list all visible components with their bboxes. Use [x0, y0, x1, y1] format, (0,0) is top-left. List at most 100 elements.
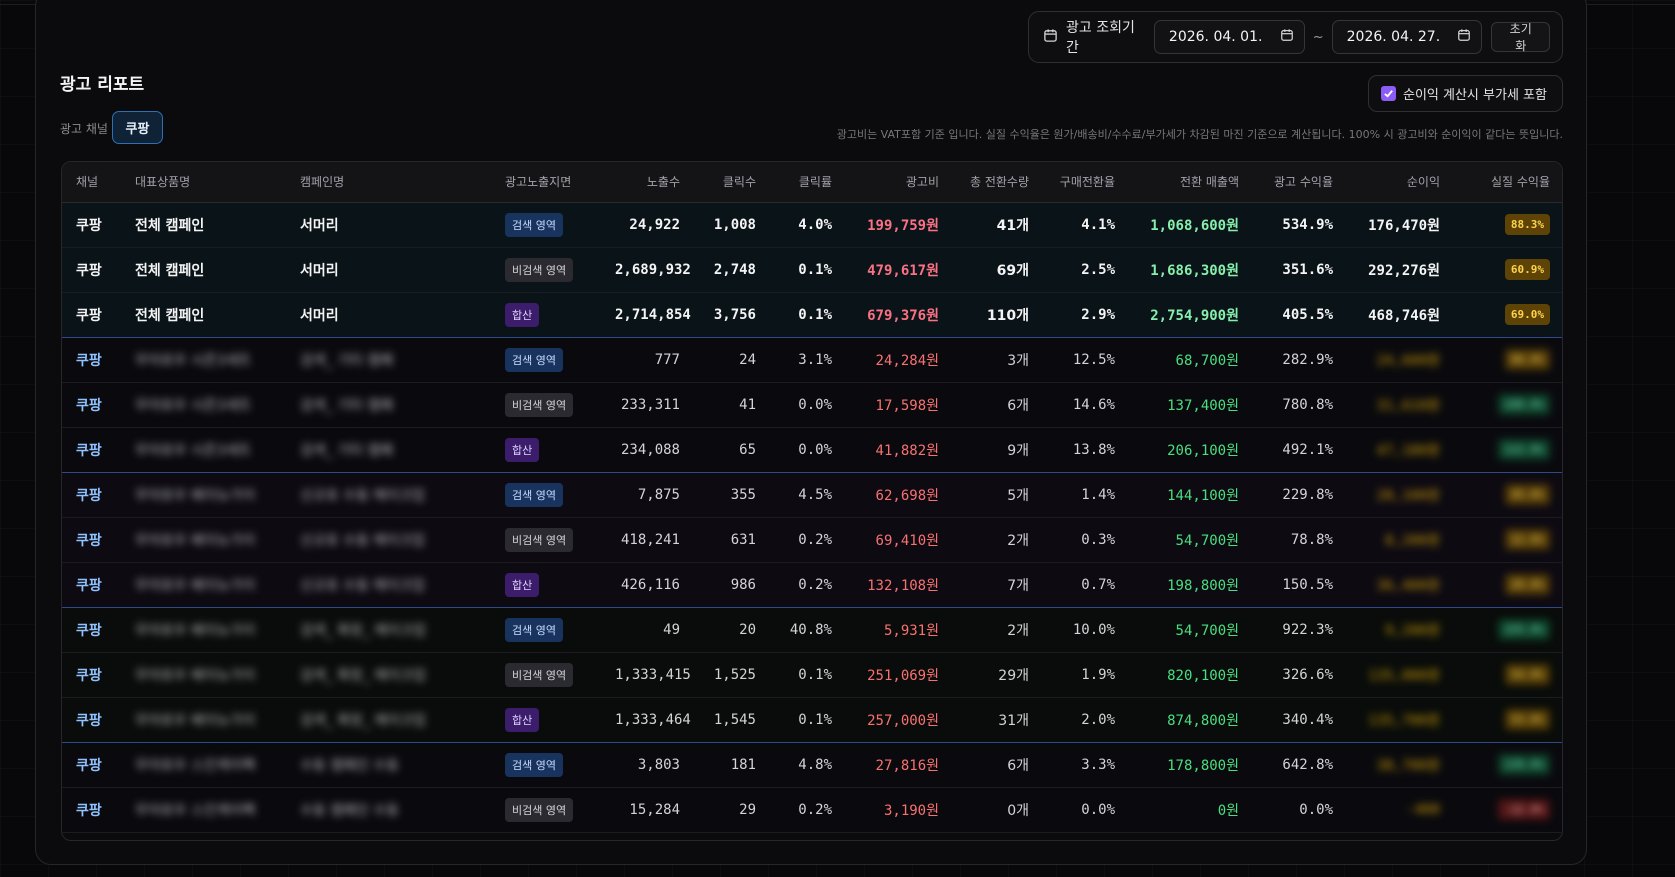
cell-ctr: 4.8%: [770, 742, 846, 788]
table-row[interactable]: 쿠팡 전체 캠페인 서머리 검색 영역 24,922 1,008 4.0% 199,759원 4…: [62, 202, 1562, 248]
cell-net-profit: -400: [1347, 787, 1454, 833]
cell-channel: 쿠팡: [62, 517, 121, 563]
calendar-icon[interactable]: [1280, 28, 1294, 46]
header-col-spend[interactable]: 광고비: [846, 162, 953, 203]
cell-product: 무야호우 스킨케어팩: [121, 742, 286, 788]
calendar-icon[interactable]: [1457, 28, 1471, 46]
header-col-impressions[interactable]: 노출수: [601, 162, 694, 203]
cell-roas: 642.8%: [1253, 742, 1347, 788]
table-row[interactable]: 쿠팡 전체 캠페인 서머리 비검색 영역 2,689,932 2,748 0.1% 479,6…: [62, 247, 1562, 293]
cell-ctr: 0.1%: [770, 247, 846, 293]
roi-badge: 60.9%: [1504, 259, 1550, 280]
cell-cvr: 1.9%: [1043, 652, 1129, 698]
cell-product-value: 무야호우 시즌3세트: [135, 397, 252, 414]
header-col-conversions[interactable]: 총 전환수량: [953, 162, 1043, 203]
table-row[interactable]: 쿠팡 무야호우 베이뉴가이 검색_ 확장_ 메이크업 비검색 영역 1,333,415 1…: [62, 652, 1562, 698]
channel-chip-coupang[interactable]: 쿠팡: [112, 111, 163, 144]
cell-campaign: 검색_ 확장_ 메이크업: [286, 652, 491, 698]
header-col-product[interactable]: 대표상품명: [121, 162, 286, 203]
roi-badge: 155.0%: [1498, 619, 1550, 640]
vat-include-option[interactable]: 순이익 계산시 부가세 포함: [1368, 75, 1563, 112]
cell-campaign-value: 검색_ 확장_ 메이크업: [300, 622, 426, 639]
cell-campaign-value: 수동 캠페인 수동: [300, 802, 400, 819]
vat-checkbox[interactable]: [1381, 86, 1396, 101]
cell-real-roi: 28.0%: [1454, 562, 1562, 608]
cell-product: 무야호우 베이뉴가이: [121, 472, 286, 518]
header-col-revenue[interactable]: 전환 매출액: [1129, 162, 1253, 203]
cell-placement: 검색 영역: [491, 742, 601, 788]
cell-cvr: 10.0%: [1043, 607, 1129, 653]
cell-product: 무야호우 베이뉴가이: [121, 517, 286, 563]
cell-net-profit: 28,100원: [1347, 472, 1454, 518]
cell-cvr: 4.1%: [1043, 202, 1129, 248]
cell-net-profit: 47,180원: [1347, 427, 1454, 473]
cell-ctr: 0.0%: [770, 382, 846, 428]
cell-roas: 78.8%: [1253, 517, 1347, 563]
header-col-placement[interactable]: 광고노출지면: [491, 162, 601, 203]
header-col-channel[interactable]: 채널: [62, 162, 121, 203]
cell-clicks: 41: [694, 382, 770, 428]
table-row[interactable]: 쿠팡 무야호우 스킨케어팩 수동 캠페인 수동 비검색 영역 15,284 29 0.2% 3…: [62, 787, 1562, 833]
header-col-campaign[interactable]: 캠페인명: [286, 162, 491, 203]
roi-badge: 54.0%: [1504, 664, 1550, 685]
table-header-row: 채널 대표상품명 캠페인명 광고노출지면 노출수 클릭수 클릭률 광고비 총 전환수량 구매전환율…: [62, 162, 1562, 203]
cell-revenue: 137,400원: [1129, 382, 1253, 428]
cell-campaign-value: 검색_ 기타 캠페: [300, 442, 394, 459]
cell-cvr: 13.8%: [1043, 427, 1129, 473]
cell-impressions: 3,803: [601, 742, 694, 788]
cell-spend: 679,376원: [846, 292, 953, 338]
cell-net-profit: 36,400원: [1347, 562, 1454, 608]
header-col-cvr[interactable]: 구매전환율: [1043, 162, 1129, 203]
cell-conversions: 2개: [953, 517, 1043, 563]
cell-impressions: 15,284: [601, 787, 694, 833]
cell-clicks: 1,008: [694, 202, 770, 248]
cell-campaign: 신규호 수동 메이크업: [286, 562, 491, 608]
end-date-input[interactable]: 2026. 04. 27.: [1331, 20, 1483, 54]
cell-ctr: 0.1%: [770, 697, 846, 743]
cell-channel: 쿠팡: [62, 382, 121, 428]
channel-label: 광고 채널: [60, 122, 108, 136]
table-row[interactable]: 쿠팡 무야호우 베이뉴가이 신규호 수동 메이크업 검색 영역 7,875 355 4.5%…: [62, 472, 1562, 518]
cell-channel: 쿠팡: [62, 697, 121, 743]
placement-badge: 검색 영역: [505, 482, 563, 507]
table-row[interactable]: 쿠팡 전체 캠페인 서머리 합산 2,714,854 3,756 0.1% 679,376원 1…: [62, 292, 1562, 338]
cell-conversions: 7개: [953, 562, 1043, 608]
cell-cvr: 3.3%: [1043, 742, 1129, 788]
cell-campaign-value: 수동 캠페인 수동: [300, 757, 400, 774]
start-date-input[interactable]: 2026. 04. 01.: [1153, 20, 1305, 54]
table-row[interactable]: 쿠팡 무야호우 시즌3세트 검색_ 기타 캠페 비검색 영역 233,311 41 0.0%…: [62, 382, 1562, 428]
cell-impressions: 777: [601, 337, 694, 383]
table-row[interactable]: 쿠팡 무야호우 시즌3세트 검색_ 기타 캠페 합산 234,088 65 0.0% 41,8…: [62, 427, 1562, 473]
header-col-roas[interactable]: 광고 수익율: [1253, 162, 1347, 203]
cell-net-profit: 38,700원: [1347, 742, 1454, 788]
cell-ctr: 0.2%: [770, 562, 846, 608]
placement-badge: 검색 영역: [505, 752, 563, 777]
cell-cvr: 2.5%: [1043, 247, 1129, 293]
date-separator: ~: [1312, 29, 1324, 45]
cell-impressions: 418,241: [601, 517, 694, 563]
header-col-ctr[interactable]: 클릭률: [770, 162, 846, 203]
cell-product-value: 무야호우 베이뉴가이: [135, 577, 256, 594]
table-body: 쿠팡 전체 캠페인 서머리 검색 영역 24,922 1,008 4.0% 199,759원 4…: [62, 202, 1562, 833]
cell-product-value: 무야호우 베이뉴가이: [135, 622, 256, 639]
table-row[interactable]: 쿠팡 무야호우 베이뉴가이 신규호 수동 메이크업 비검색 영역 418,241 631 0…: [62, 517, 1562, 563]
cell-product: 무야호우 스킨케어팩: [121, 787, 286, 833]
table-row[interactable]: 쿠팡 무야호우 베이뉴가이 검색_ 확장_ 메이크업 합산 1,333,464 1,545…: [62, 697, 1562, 743]
cell-campaign: 검색_ 확장_ 메이크업: [286, 607, 491, 653]
table-row[interactable]: 쿠팡 무야호우 스킨케어팩 수동 캠페인 수동 검색 영역 3,803 181 4.8% 27…: [62, 742, 1562, 788]
table-row[interactable]: 쿠팡 무야호우 베이뉴가이 신규호 수동 메이크업 합산 426,116 986 0.2% 1…: [62, 562, 1562, 608]
cell-real-roi: 88.3%: [1454, 202, 1562, 248]
table-row[interactable]: 쿠팡 무야호우 베이뉴가이 검색_ 확장_ 메이크업 검색 영역 49 20 40.8% 5,…: [62, 607, 1562, 653]
reset-button[interactable]: 초기화: [1491, 22, 1550, 53]
cell-impressions: 49: [601, 607, 694, 653]
header-col-real-roi[interactable]: 실질 수익율: [1454, 162, 1562, 203]
table-row[interactable]: 쿠팡 무야호우 시즌3세트 검색_ 기타 캠페 검색 영역 777 24 3.1% 24,28…: [62, 337, 1562, 383]
cell-product-value: 무야호우 스킨케어팩: [135, 802, 256, 819]
header-col-net-profit[interactable]: 순이익: [1347, 162, 1454, 203]
cell-spend: 62,698원: [846, 472, 953, 518]
cell-clicks: 29: [694, 787, 770, 833]
cell-cvr: 2.0%: [1043, 697, 1129, 743]
header-col-clicks[interactable]: 클릭수: [694, 162, 770, 203]
placement-badge: 합산: [505, 437, 540, 462]
roi-badge: 45.0%: [1504, 484, 1550, 505]
